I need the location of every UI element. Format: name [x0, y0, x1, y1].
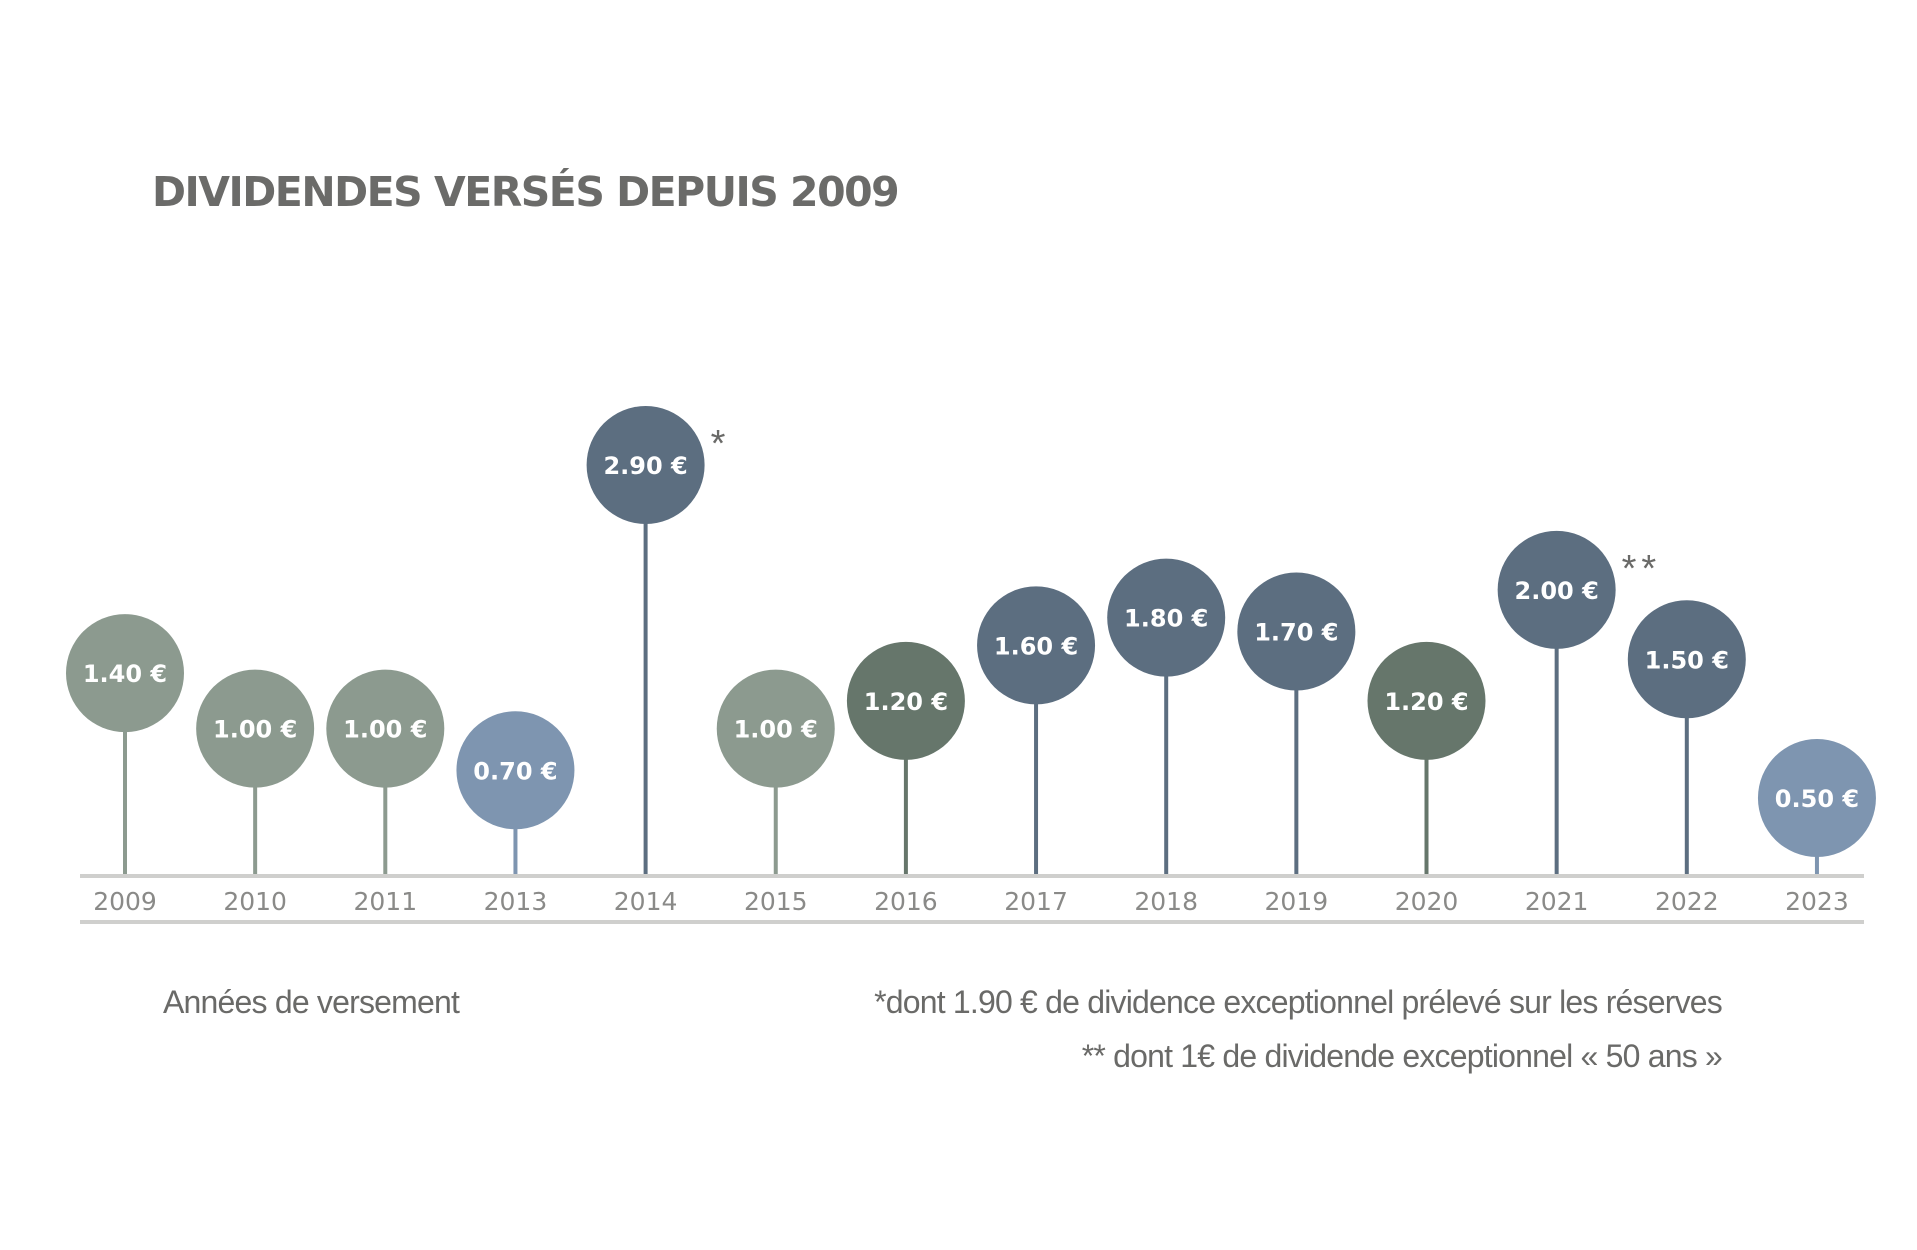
bubble-2022	[1627, 600, 1746, 719]
bubble-2011	[326, 669, 445, 788]
bubble-2016	[846, 641, 965, 760]
tick-label-2009: 2009	[93, 887, 157, 916]
value-label-2014: 2.90 €	[603, 452, 687, 480]
value-label-2018: 1.80 €	[1124, 605, 1208, 633]
bubble-2015	[716, 669, 835, 788]
tick-label-2014: 2014	[614, 887, 678, 916]
value-label-2009: 1.40 €	[83, 660, 167, 688]
footnote-2: ** dont 1€ de dividende exceptionnel « 5…	[1081, 1038, 1723, 1074]
tick-label-2013: 2013	[484, 887, 548, 916]
value-label-2020: 1.20 €	[1384, 688, 1468, 716]
bubble-2017	[977, 586, 1096, 705]
bubble-2009	[66, 614, 184, 733]
tick-label-2016: 2016	[874, 887, 938, 916]
tick-label-2023: 2023	[1785, 887, 1849, 916]
value-label-2023: 0.50 €	[1775, 785, 1859, 813]
bubble-2019	[1237, 572, 1356, 691]
tick-label-2021: 2021	[1525, 887, 1589, 916]
value-label-2016: 1.20 €	[864, 688, 948, 716]
bubble-2021	[1497, 530, 1616, 649]
value-label-2017: 1.60 €	[994, 632, 1078, 660]
tick-label-2015: 2015	[744, 887, 808, 916]
value-label-2013: 0.70 €	[473, 757, 557, 785]
tick-label-2010: 2010	[223, 887, 287, 916]
value-label-2021: 2.00 €	[1515, 577, 1599, 605]
value-label-2011: 1.00 €	[343, 716, 427, 744]
value-label-2022: 1.50 €	[1645, 646, 1729, 674]
tick-label-2018: 2018	[1134, 887, 1198, 916]
bubble-2018	[1107, 558, 1226, 677]
bubble-2013	[456, 711, 575, 830]
bubble-2023	[1757, 739, 1876, 857]
tick-label-2017: 2017	[1004, 887, 1068, 916]
bubble-2010	[196, 669, 315, 788]
footnote-marker-2021: **	[1622, 548, 1662, 590]
value-label-2010: 1.00 €	[213, 716, 297, 744]
bubble-2014	[586, 406, 705, 524]
footnote-marker-2014: *	[711, 423, 731, 465]
tick-label-2011: 2011	[353, 887, 417, 916]
bubble-2020	[1367, 641, 1486, 760]
value-label-2019: 1.70 €	[1254, 619, 1338, 647]
value-label-2015: 1.00 €	[734, 716, 818, 744]
tick-label-2022: 2022	[1655, 887, 1719, 916]
chart-marks: 1.40 € 2009 1.00 € 2010 1.00 € 2011 0.70 € 2013…	[66, 406, 1876, 916]
chart-title: DIVIDENDES VERSÉS DEPUIS 2009	[152, 168, 900, 216]
tick-label-2019: 2019	[1265, 887, 1329, 916]
tick-label-2020: 2020	[1395, 887, 1459, 916]
footnote-1: *dont 1.90 € de dividence exceptionnel p…	[874, 984, 1723, 1020]
x-axis-label: Années de versement	[163, 984, 460, 1020]
